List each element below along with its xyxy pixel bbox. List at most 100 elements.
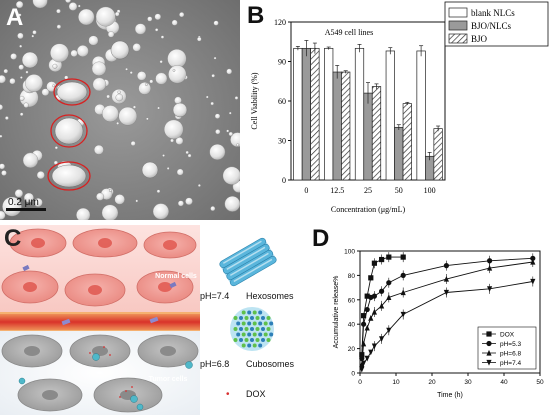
data-point: [443, 289, 449, 296]
tem-particle: [9, 78, 16, 85]
small-carrier: [22, 264, 30, 272]
tem-particle: [94, 144, 104, 155]
tem-particles: [0, 0, 240, 220]
legend-marker: [486, 340, 492, 347]
panel-label-a: A: [6, 4, 24, 31]
data-point: [530, 278, 536, 285]
tem-particle: [20, 76, 23, 79]
tem-particle: [52, 63, 58, 69]
tem-particle: [177, 200, 184, 207]
cell-nuclei: [23, 238, 177, 295]
bar: [301, 47, 312, 181]
tem-particle: [185, 150, 189, 155]
tem-particle: [156, 189, 161, 194]
cubosome-lattice-dot: [247, 321, 252, 326]
cubosome-lattice-dot: [233, 338, 238, 342]
tem-particle: [76, 207, 91, 220]
cubosome-lattice-dot: [255, 316, 260, 320]
cubosome-lattice-dot: [261, 327, 265, 331]
panel-a: 0.2 μm A: [0, 0, 240, 220]
tem-particle: [54, 117, 84, 145]
tem-particle: [213, 20, 219, 26]
tem-particle: [160, 35, 165, 39]
cubosome-icon: [230, 307, 274, 351]
tem-particle: [226, 129, 230, 133]
tem-particle: [168, 65, 187, 84]
cubosome-lattice-dot: [247, 343, 252, 348]
tem-particle: [176, 168, 184, 176]
tem-particle: [234, 96, 239, 100]
tem-particle: [19, 44, 23, 48]
tem-particle: [185, 197, 193, 206]
tem-particle: [21, 51, 39, 69]
data-point: [371, 293, 377, 299]
tem-particle: [0, 104, 3, 111]
x-axis-label: Time (h): [437, 392, 463, 399]
data-point: [386, 254, 392, 260]
cubosome-lattice-dot: [258, 343, 263, 348]
tem-particle: [0, 210, 6, 220]
dox-marker: •: [226, 389, 230, 400]
y-tick-label: 60: [278, 97, 286, 106]
cubosome-lattice-dot: [239, 338, 243, 342]
cubosome-lattice-dot: [252, 321, 257, 326]
tem-particle: [155, 28, 159, 32]
data-point: [368, 349, 374, 356]
data-point: [359, 366, 365, 373]
cubosome-lattice-dot: [239, 316, 243, 320]
tem-particle: [0, 75, 6, 84]
data-point: [487, 264, 493, 271]
tem-particle: [171, 19, 178, 26]
tem-particle: [51, 164, 87, 188]
data-point: [379, 288, 385, 294]
x-tick-label: 50: [395, 186, 403, 195]
tem-particle: [138, 82, 151, 95]
cubosome-lattice-dot: [258, 310, 263, 315]
x-tick-label: 0: [358, 379, 362, 386]
cubosome-lattice-dot: [258, 321, 263, 326]
tem-particle: [41, 88, 50, 96]
bar-chart: 0 30 60 90 120 A549 cell lines Cell Viability …: [250, 1, 549, 214]
cubosome-particles: [18, 353, 193, 411]
x-tick-label: 20: [428, 379, 436, 386]
data-point: [400, 311, 406, 318]
tem-particle: [164, 119, 184, 140]
bar: [371, 86, 382, 181]
tem-particle: [135, 199, 139, 203]
tem-particle: [114, 194, 125, 205]
y-tick-label: 40: [348, 322, 356, 329]
tem-particle: [210, 206, 216, 212]
cubosome-lattice-dot: [255, 327, 260, 331]
cubosome-lattice-dot: [233, 327, 238, 331]
legend-label: BJO/NLCs: [471, 21, 512, 31]
tem-particle: [172, 69, 176, 72]
tem-particle: [209, 144, 226, 160]
cubosome-lattice-dot: [252, 310, 257, 315]
tem-particle: [114, 11, 120, 17]
tem-particle: [118, 106, 138, 126]
tem-particle: [2, 196, 22, 217]
legend-label: pH=7.4: [500, 360, 522, 367]
tem-particle: [116, 121, 120, 125]
y-tick-label: 80: [348, 273, 356, 280]
series-group: [359, 276, 536, 373]
tem-particle: [56, 81, 88, 103]
y-tick-label: 120: [274, 18, 286, 27]
tem-particle: [125, 67, 128, 71]
y-tick-label: 0: [351, 371, 355, 378]
highlight-circle: [53, 78, 91, 106]
plot-frame: [359, 250, 541, 374]
tem-particle: [17, 202, 21, 206]
bar: [385, 50, 395, 181]
small-carrier: [61, 318, 71, 326]
tem-particle: [102, 105, 119, 122]
cubosome-lattice-dot: [263, 321, 268, 326]
series-group: [359, 253, 536, 361]
cubosome-lattice-dot: [261, 338, 265, 342]
tem-particle: [228, 111, 232, 115]
cubosome-lattice-dot: [261, 316, 265, 320]
tem-particle: [211, 74, 215, 78]
tem-particle: [23, 102, 29, 108]
data-point: [361, 313, 367, 319]
tem-particle: [95, 6, 116, 27]
